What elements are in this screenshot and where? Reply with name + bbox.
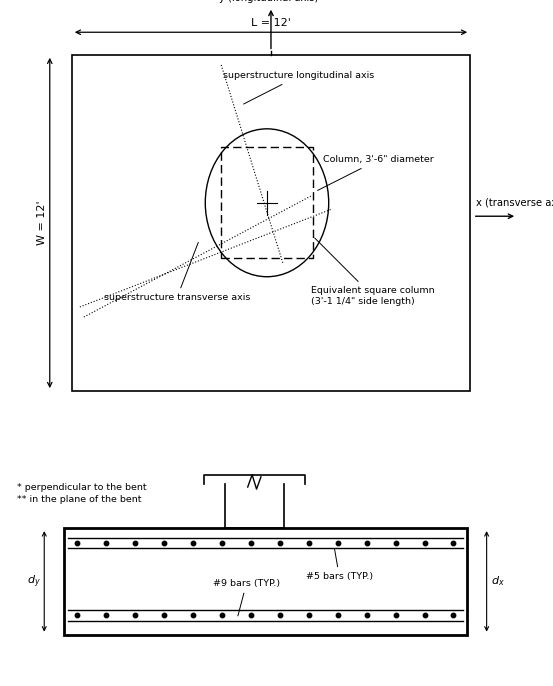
- Bar: [72, 55, 470, 391]
- Text: #9 bars (TYP.): #9 bars (TYP.): [213, 578, 280, 616]
- Text: superstructure transverse axis: superstructure transverse axis: [104, 242, 250, 303]
- Text: $d_y$: $d_y$: [27, 573, 40, 589]
- Text: ** in the plane of the bent: ** in the plane of the bent: [17, 495, 141, 504]
- Text: * perpendicular to the bent: * perpendicular to the bent: [17, 483, 146, 492]
- Text: L = 12': L = 12': [251, 18, 291, 28]
- Text: y (longitudinal axis)*: y (longitudinal axis)*: [219, 0, 323, 3]
- Bar: [221, 147, 313, 258]
- Text: $d_x$: $d_x$: [491, 574, 504, 589]
- Text: Equivalent square column
(3'-1 1/4" side length): Equivalent square column (3'-1 1/4" side…: [311, 238, 435, 306]
- Text: #5 bars (TYP.): #5 bars (TYP.): [306, 549, 373, 581]
- Bar: [64, 528, 467, 635]
- Text: W = 12': W = 12': [37, 200, 47, 246]
- Text: x (transverse axis)**: x (transverse axis)**: [476, 198, 553, 208]
- Text: superstructure longitudinal axis: superstructure longitudinal axis: [223, 71, 374, 104]
- Text: Column, 3'-6" diameter: Column, 3'-6" diameter: [317, 156, 434, 191]
